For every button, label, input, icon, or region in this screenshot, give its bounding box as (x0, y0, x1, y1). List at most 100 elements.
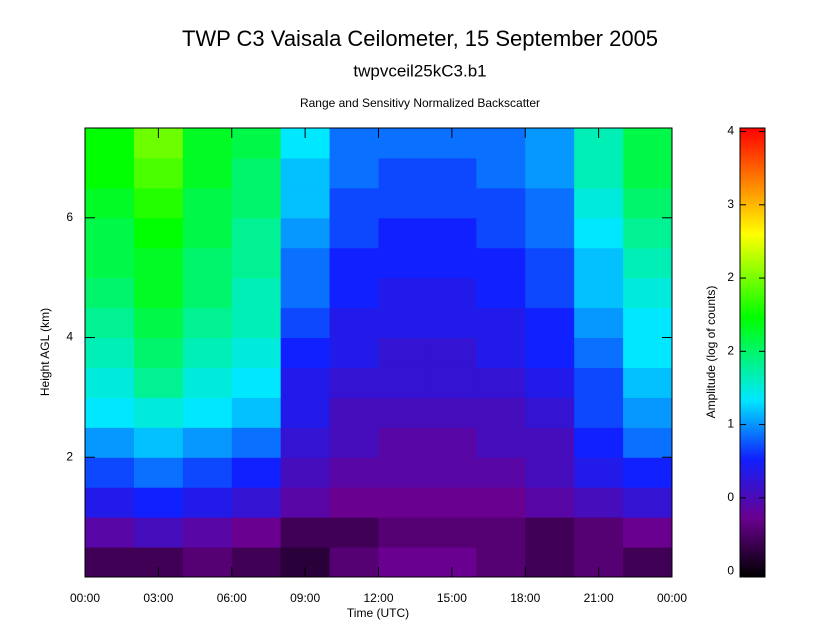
heatmap-cell (280, 367, 331, 398)
heatmap-cell (378, 397, 428, 428)
x-tick-label: 03:00 (143, 591, 173, 605)
heatmap-cell (476, 277, 526, 309)
heatmap-cell (329, 487, 379, 518)
heatmap-cell (133, 337, 184, 368)
heatmap-cell (329, 247, 379, 279)
heatmap-cell (182, 247, 233, 279)
heatmap-cell (231, 337, 282, 368)
heatmap-cell (85, 128, 135, 159)
colorbar-tick-label: 3 (727, 197, 734, 211)
heatmap-cell (280, 337, 331, 368)
heatmap-cell (280, 217, 331, 249)
colorbar-tick-label: 0 (727, 563, 734, 577)
chart-subtitle: twpvceil25kC3.b1 (353, 61, 486, 80)
heatmap-cell (476, 457, 526, 488)
heatmap-cell (329, 307, 379, 339)
heatmap-cell (476, 337, 526, 368)
heatmap-cell (182, 457, 233, 488)
heatmap-cell (525, 247, 575, 279)
heatmap-cell (623, 307, 673, 339)
heatmap-cell (623, 547, 673, 578)
heatmap-cell (329, 187, 379, 219)
heatmap-cell (231, 547, 282, 578)
colorbar-tick-label: 4 (727, 124, 734, 138)
heatmap-cell (427, 367, 477, 398)
heatmap-cell (623, 487, 673, 518)
heatmap-cell (378, 157, 428, 189)
heatmap-cell (329, 517, 379, 548)
y-tick-label: 2 (66, 449, 73, 463)
colorbar-tick-label: 2 (727, 270, 734, 284)
heatmap-cell (525, 397, 575, 428)
heatmap-cell (85, 187, 135, 219)
heatmap-cell (623, 277, 673, 309)
heatmap-cell (85, 397, 135, 428)
heatmap-cell (623, 367, 673, 398)
heatmap-cell (231, 307, 282, 339)
heatmap-cell (427, 457, 477, 488)
heatmap-cell (525, 457, 575, 488)
heatmap-cell (525, 337, 575, 368)
heatmap-cell (231, 217, 282, 249)
heatmap-cell (476, 367, 526, 398)
heatmap (85, 128, 673, 578)
heatmap-cell (329, 397, 379, 428)
heatmap-cell (133, 457, 184, 488)
heatmap-cell (280, 187, 331, 219)
heatmap-cell (85, 247, 135, 279)
heatmap-cell (525, 157, 575, 189)
heatmap-cell (378, 367, 428, 398)
heatmap-cell (574, 277, 624, 309)
heatmap-cell (427, 307, 477, 339)
heatmap-cell (85, 337, 135, 368)
heatmap-cell (133, 217, 184, 249)
heatmap-cell (182, 547, 233, 578)
heatmap-cell (574, 457, 624, 488)
heatmap-cell (133, 427, 184, 458)
heatmap-cell (182, 277, 233, 309)
heatmap-cell (133, 397, 184, 428)
heatmap-cell (85, 517, 135, 548)
heatmap-cell (623, 427, 673, 458)
heatmap-cell (182, 157, 233, 189)
heatmap-cell (231, 517, 282, 548)
heatmap-cell (280, 487, 331, 518)
colorbar-tick-label: 1 (727, 417, 734, 431)
heatmap-cell (231, 367, 282, 398)
heatmap-cell (85, 157, 135, 189)
heatmap-cell (231, 187, 282, 219)
heatmap-cell (476, 247, 526, 279)
heatmap-cell (329, 157, 379, 189)
heatmap-cell (85, 277, 135, 309)
heatmap-cell (378, 487, 428, 518)
heatmap-cell (427, 157, 477, 189)
heatmap-cell (85, 307, 135, 339)
colorbar (739, 127, 766, 578)
heatmap-cell (280, 157, 331, 189)
heatmap-cell (329, 457, 379, 488)
heatmap-cell (525, 427, 575, 458)
heatmap-cell (231, 157, 282, 189)
heatmap-cell (231, 247, 282, 279)
heatmap-cell (378, 547, 428, 578)
heatmap-cell (182, 337, 233, 368)
x-tick-label: 06:00 (217, 591, 247, 605)
heatmap-cell (85, 457, 135, 488)
heatmap-cell (574, 247, 624, 279)
heatmap-cell (182, 187, 233, 219)
heatmap-cell (427, 397, 477, 428)
heatmap-cell (623, 217, 673, 249)
heatmap-cell (476, 187, 526, 219)
heatmap-cell (574, 367, 624, 398)
heatmap-cell (85, 547, 135, 578)
heatmap-cell (378, 277, 428, 309)
x-tick-label: 09:00 (290, 591, 320, 605)
heatmap-cell (182, 217, 233, 249)
heatmap-cell (476, 128, 526, 159)
heatmap-cell (623, 337, 673, 368)
heatmap-cell (476, 547, 526, 578)
heatmap-cell (280, 397, 331, 428)
heatmap-cell (427, 517, 477, 548)
x-tick-label: 00:00 (70, 591, 100, 605)
heatmap-cell (280, 517, 331, 548)
